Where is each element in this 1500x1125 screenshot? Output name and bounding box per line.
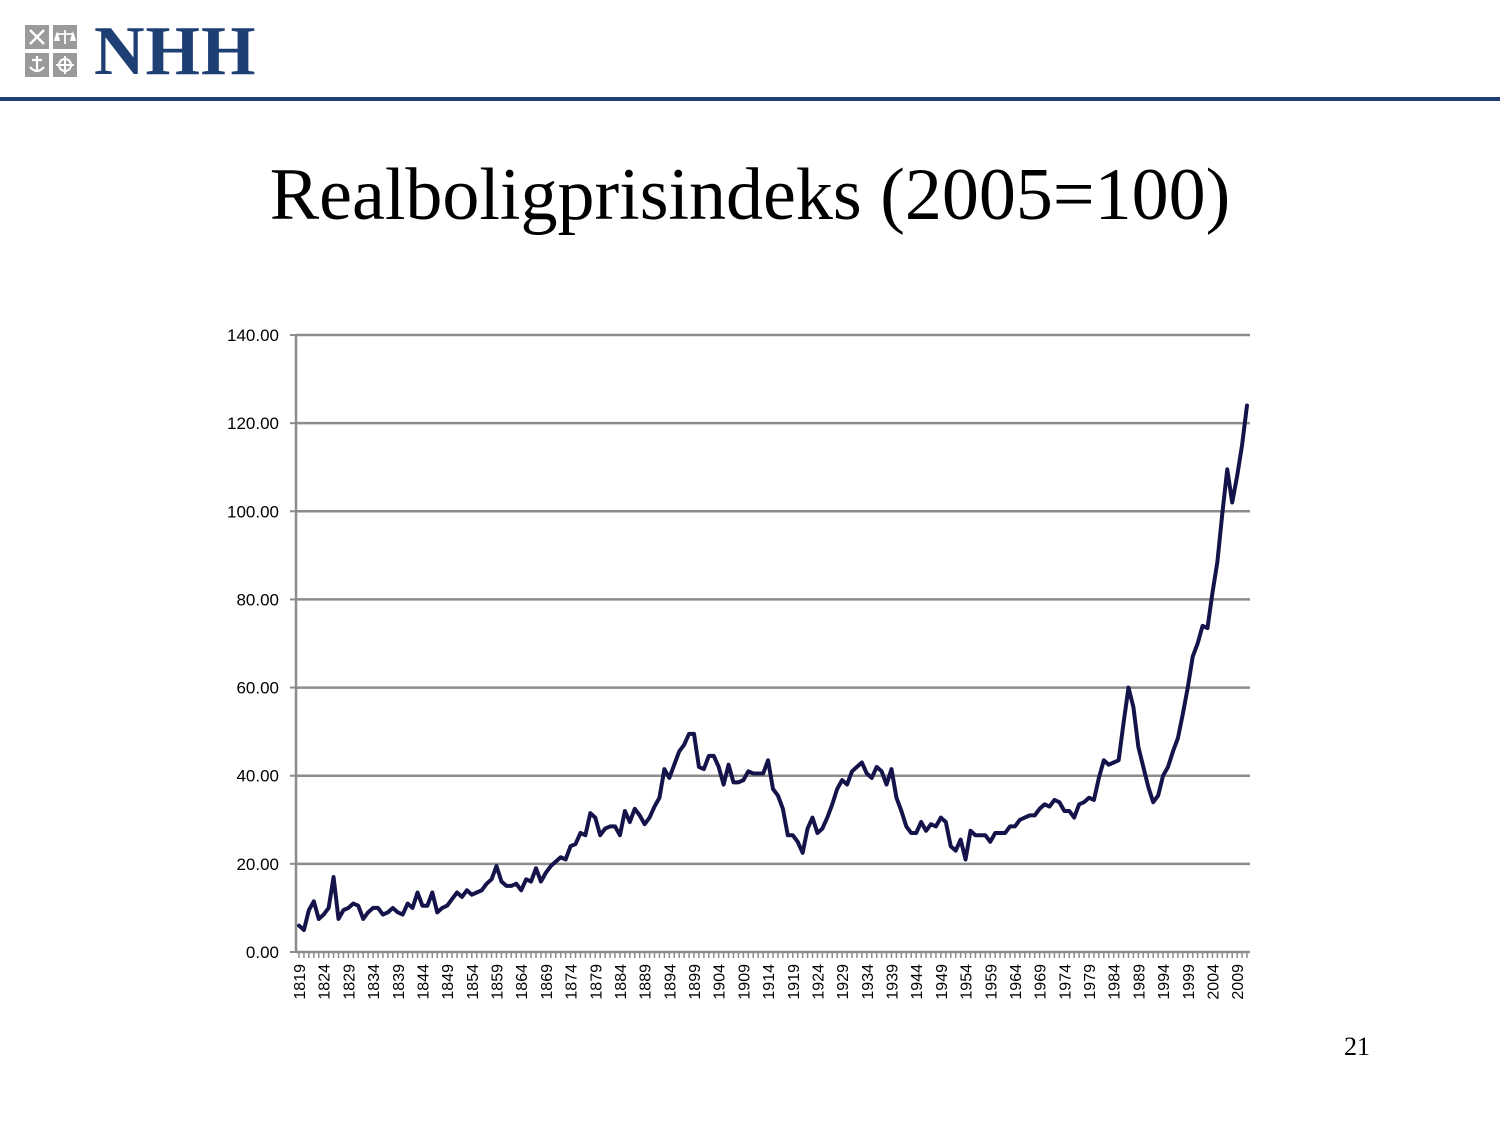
x-tick-label: 2004 (1205, 964, 1222, 1000)
x-tick-label: 1914 (761, 964, 778, 1000)
x-tick-label: 1859 (490, 964, 507, 1000)
x-tick-label: 1959 (983, 964, 1000, 1000)
y-tick-label: 40.00 (236, 767, 279, 786)
x-tick-label: 1929 (835, 964, 852, 1000)
x-tick-label: 1844 (415, 964, 432, 1000)
x-tick-label: 1939 (885, 964, 902, 1000)
x-tick-label: 1919 (786, 964, 803, 1000)
x-tick-label: 1854 (465, 964, 482, 1000)
x-tick-label: 1909 (736, 964, 753, 1000)
page-number: 21 (1344, 1032, 1370, 1061)
nhh-logo-text: NHH (94, 13, 257, 90)
x-tick-label: 1994 (1156, 964, 1173, 1000)
x-tick-label: 1954 (959, 964, 976, 1000)
axes (290, 334, 1250, 958)
slide-title: Realboligprisindeks (2005=100) (269, 154, 1231, 236)
gridlines (296, 333, 1250, 866)
y-tick-labels: 0.00 20.00 40.00 60.00 80.00 100.00 120.00 140.… (227, 326, 279, 962)
x-tick-label: 1894 (662, 964, 679, 1000)
x-tick-label: 1869 (539, 964, 556, 1000)
y-tick-label: 60.00 (236, 679, 279, 698)
x-tick-label: 1969 (1033, 964, 1050, 1000)
x-tick-label: 1829 (341, 964, 358, 1000)
y-tick-label: 20.00 (236, 855, 279, 874)
x-tick-label: 1934 (860, 964, 877, 1000)
series-line (297, 403, 1249, 932)
y-tick-label: 120.00 (227, 414, 279, 433)
x-tick-labels: 1819 1824 1829 1834 1839 1844 1849 1854 1859 1864… (292, 964, 1247, 1000)
header-divider (0, 97, 1500, 101)
x-tick-label: 2009 (1230, 964, 1247, 1000)
x-tick-label: 1949 (934, 964, 951, 1000)
x-tick-label: 1904 (712, 964, 729, 1000)
y-tick-label: 140.00 (227, 326, 279, 345)
y-tick-label: 80.00 (236, 590, 279, 609)
x-tick-label: 1944 (909, 964, 926, 1000)
x-tick-label: 1849 (440, 964, 457, 1000)
x-tick-label: 1874 (564, 964, 581, 1000)
x-tick-label: 1999 (1181, 964, 1198, 1000)
nhh-shield-icon (25, 25, 77, 77)
x-tick-label: 1879 (588, 964, 605, 1000)
x-tick-label: 1924 (810, 964, 827, 1000)
x-tick-label: 1864 (514, 964, 531, 1000)
x-tick-label: 1899 (687, 964, 704, 1000)
header: NHH (0, 0, 1500, 102)
x-tick-label: 1984 (1107, 964, 1124, 1000)
x-tick-label: 1989 (1131, 964, 1148, 1000)
y-tick-label: 100.00 (227, 502, 279, 521)
x-tick-label: 1974 (1057, 964, 1074, 1000)
x-tick-label: 1824 (317, 964, 334, 1000)
x-tick-label: 1889 (638, 964, 655, 1000)
series-layer (297, 403, 1249, 932)
x-tick-label: 1979 (1082, 964, 1099, 1000)
x-tick-label: 1819 (292, 964, 309, 1000)
y-tick-label: 0.00 (246, 943, 279, 962)
x-tick-label: 1964 (1008, 964, 1025, 1000)
x-tick-label: 1884 (613, 964, 630, 1000)
x-tick-label: 1834 (366, 964, 383, 1000)
x-tick-label: 1839 (391, 964, 408, 1000)
